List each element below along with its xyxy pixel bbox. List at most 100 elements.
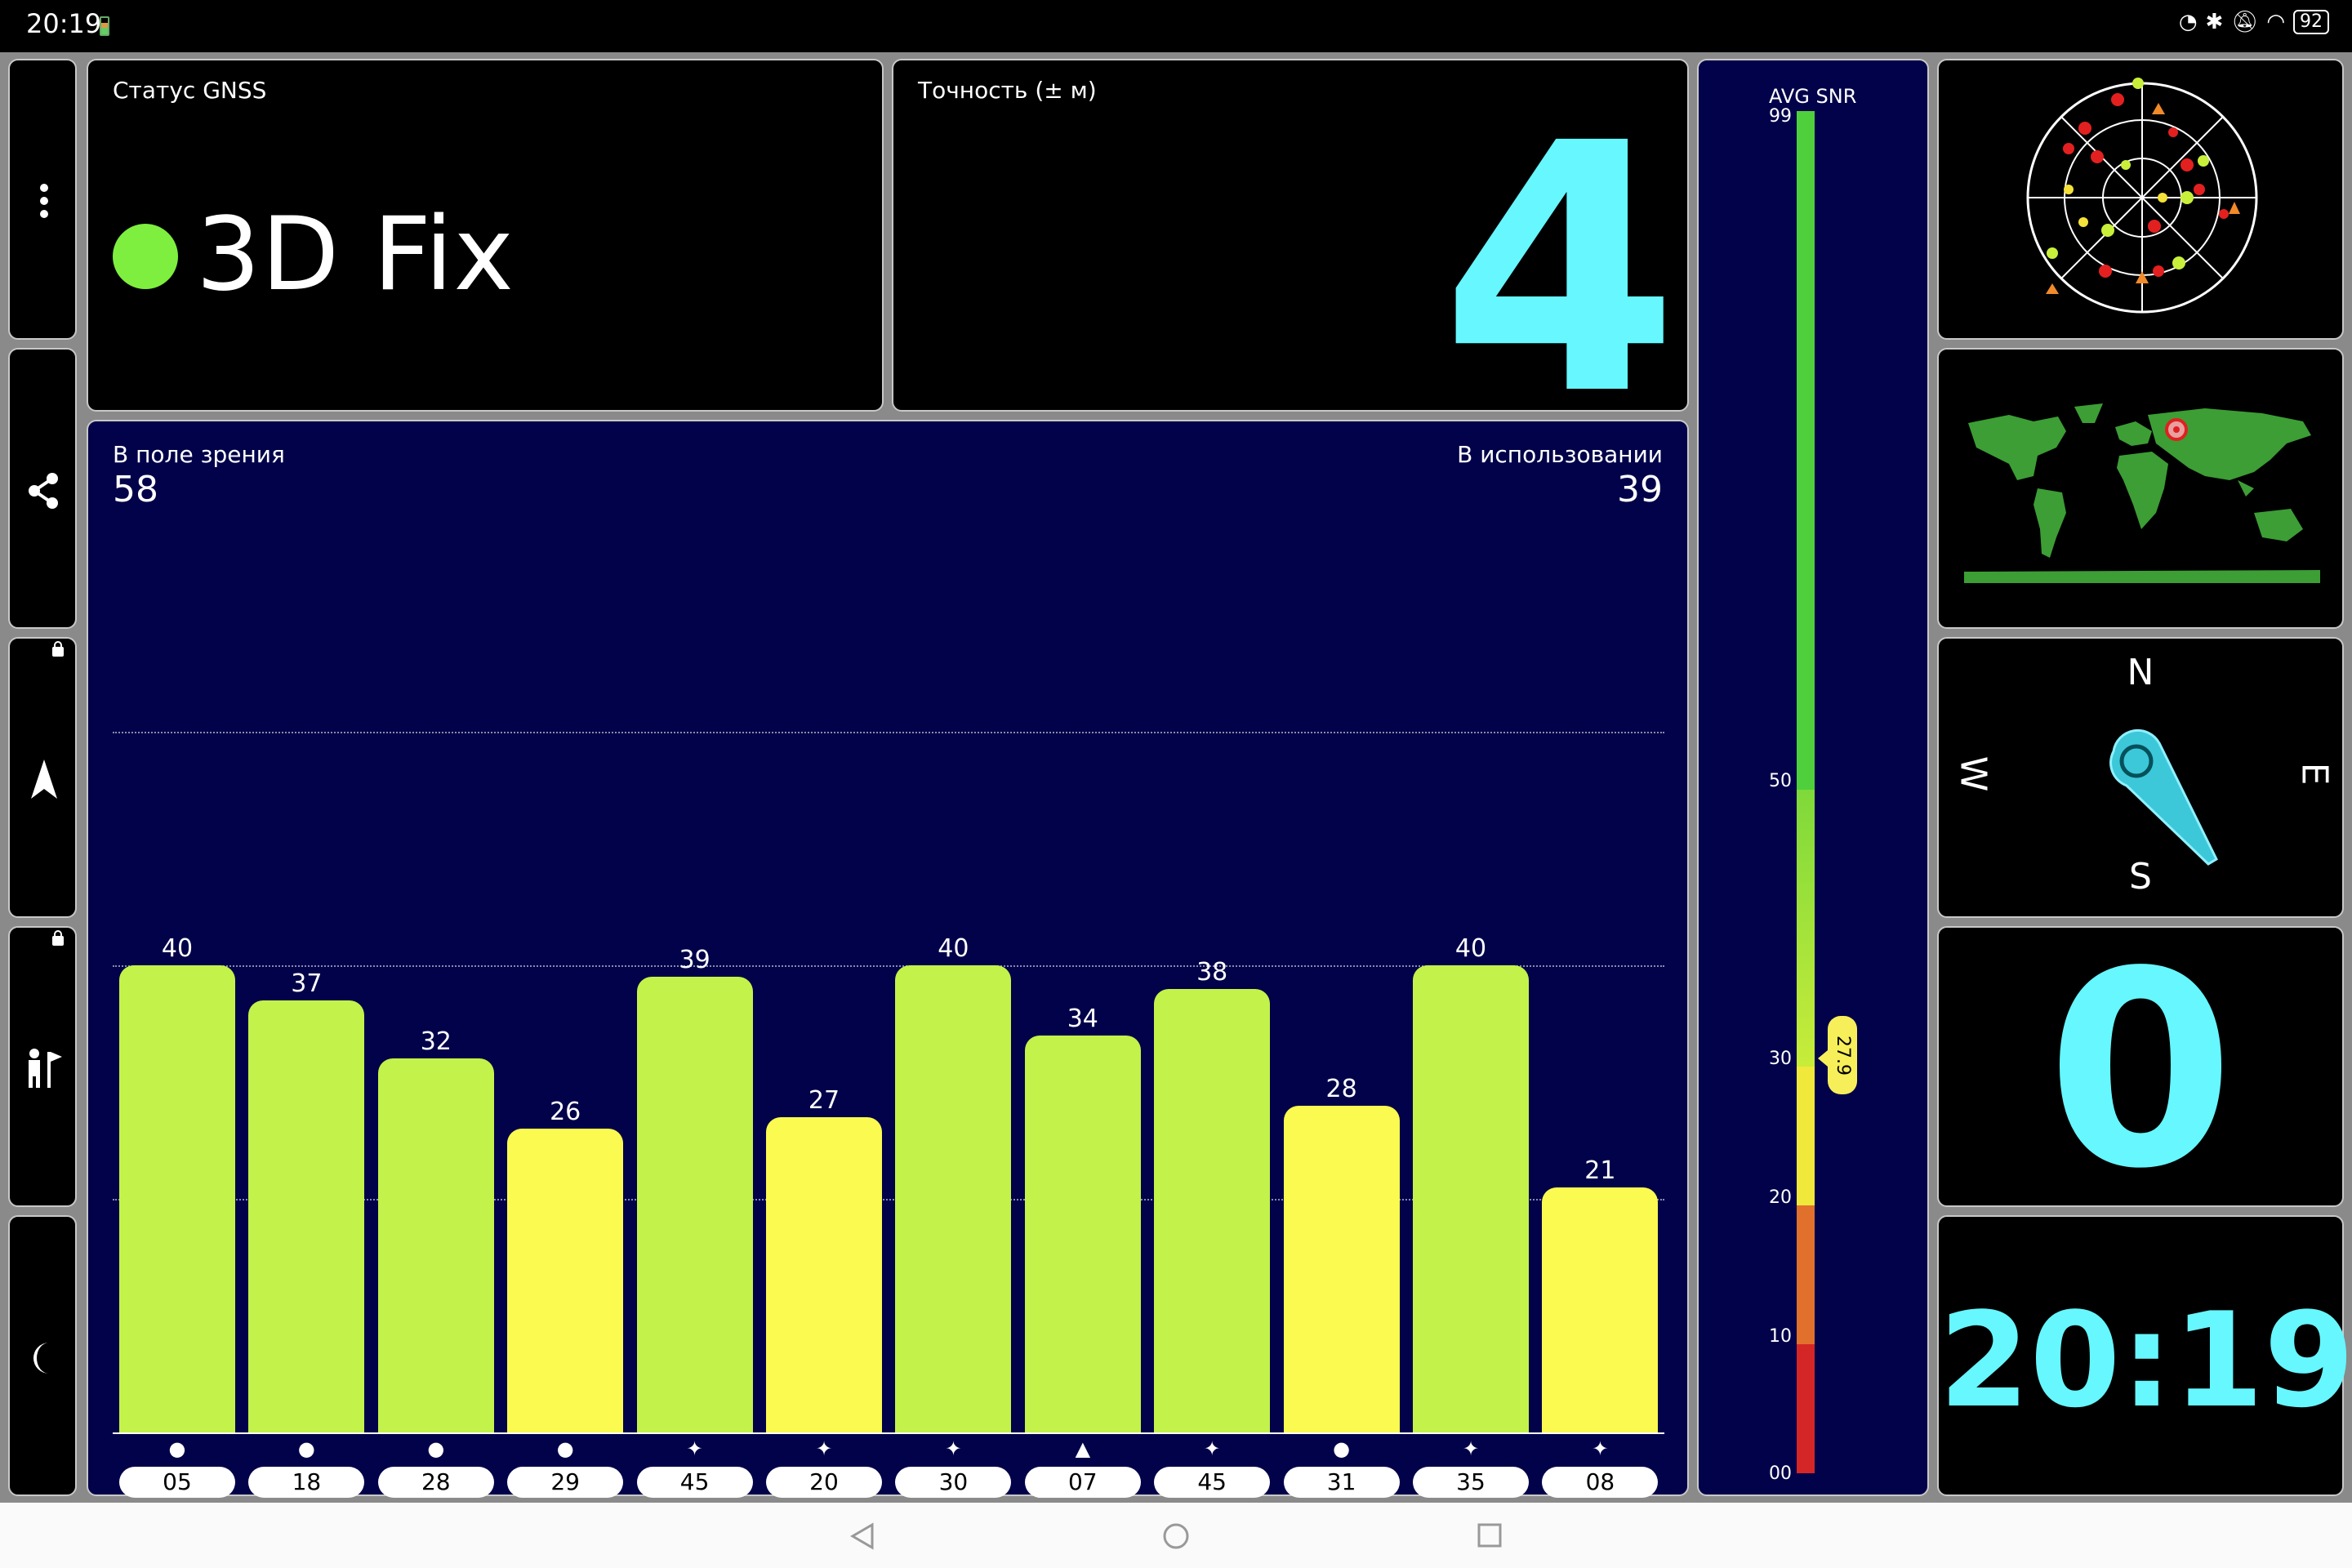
snr-current-marker: 27.9 xyxy=(1818,1016,1857,1094)
satellite-id: 30 xyxy=(895,1467,1012,1498)
menu-button[interactable] xyxy=(8,59,77,340)
in-view-label: В поле зрения xyxy=(113,441,285,468)
home-icon[interactable] xyxy=(1162,1522,1190,1550)
world-map xyxy=(1964,403,2320,583)
share-icon xyxy=(10,472,75,513)
constellation-icon: ✦ xyxy=(1592,1437,1609,1460)
snr-bar[interactable] xyxy=(1283,1105,1400,1432)
snr-tick: 99 xyxy=(1769,106,1792,127)
snr-bar-value: 40 xyxy=(161,934,194,963)
more-vertical-icon xyxy=(10,183,75,222)
counter-tile[interactable]: 0 xyxy=(1937,926,2344,1207)
snr-bar[interactable] xyxy=(1154,988,1271,1432)
compass-tile[interactable]: N S W E xyxy=(1937,637,2344,918)
snr-bar-value: 40 xyxy=(1454,934,1487,963)
wifi-icon: ◠ xyxy=(2266,10,2285,34)
mute-icon: 🔕︎ xyxy=(2231,10,2259,34)
snr-bar[interactable] xyxy=(1024,1035,1141,1432)
snr-bar-value: 40 xyxy=(938,934,969,963)
satellite-id: 28 xyxy=(377,1467,494,1498)
satellite-id: 45 xyxy=(1154,1467,1271,1498)
sky-plot-tile[interactable] xyxy=(1937,59,2344,340)
battery-saver-icon xyxy=(100,16,109,36)
sky-plot xyxy=(2026,78,2258,314)
world-map-tile[interactable] xyxy=(1937,348,2344,629)
snr-bar-value: 32 xyxy=(420,1027,452,1057)
accuracy-value: 4 xyxy=(1440,71,1679,470)
constellation-icon: ✦ xyxy=(945,1437,962,1460)
compass-west-label: W xyxy=(1952,755,1994,792)
snr-bar[interactable] xyxy=(377,1058,494,1432)
satellite-id: 18 xyxy=(248,1467,365,1498)
satellite-id: 20 xyxy=(766,1467,882,1498)
navigation-button[interactable] xyxy=(8,637,77,918)
snr-bar-value: 28 xyxy=(1325,1074,1357,1103)
lock-icon xyxy=(52,930,64,946)
chart-baseline xyxy=(113,1432,1664,1434)
night-mode-button[interactable] xyxy=(8,1215,77,1496)
counter-value: 0 xyxy=(2047,914,2234,1227)
snr-bar[interactable] xyxy=(766,1116,882,1432)
lock-icon xyxy=(52,641,64,657)
snr-tick: 30 xyxy=(1769,1049,1792,1069)
moon-icon xyxy=(10,1339,75,1380)
snr-tick: 20 xyxy=(1769,1187,1792,1208)
gnss-status-title: Статус GNSS xyxy=(113,77,267,104)
snr-bar[interactable] xyxy=(119,965,235,1432)
satellite-id: 08 xyxy=(1542,1467,1659,1498)
satellite-snr-chart[interactable]: В поле зрения 58 В использовании 39 40 ● 0… xyxy=(87,420,1690,1521)
constellation-icon: ● xyxy=(1333,1437,1351,1460)
constellation-icon: ● xyxy=(427,1437,445,1460)
satellite-id: 45 xyxy=(636,1467,753,1498)
status-time: 20:19 xyxy=(26,8,102,39)
in-use-count: 39 xyxy=(1617,469,1663,510)
snr-title: AVG SNR xyxy=(1769,85,1857,108)
snr-bar[interactable] xyxy=(1542,1187,1659,1432)
snr-tick: 00 xyxy=(1769,1463,1792,1484)
navigation-arrow-icon xyxy=(10,758,75,804)
constellation-icon: ✦ xyxy=(1462,1437,1480,1460)
compass-east-label: E xyxy=(2293,762,2336,786)
satellite-id: 31 xyxy=(1283,1467,1400,1498)
status-icons: ◔ ✱ 🔕︎ ◠ 92 xyxy=(2179,10,2329,34)
snr-bar[interactable] xyxy=(507,1129,624,1432)
constellation-icon: ✦ xyxy=(1204,1437,1221,1460)
satellite-id: 05 xyxy=(119,1467,235,1498)
snr-bar-value: 26 xyxy=(550,1098,581,1127)
constellation-icon: ▲ xyxy=(1075,1437,1091,1460)
recents-icon[interactable] xyxy=(1477,1522,1503,1548)
compass-south-label: S xyxy=(2129,856,2152,898)
snr-bar[interactable] xyxy=(636,977,753,1432)
bluetooth-icon: ✱ xyxy=(2205,10,2224,34)
satellite-id: 07 xyxy=(1024,1467,1141,1498)
snr-bar[interactable] xyxy=(895,965,1012,1432)
bars-container: 40 ● 05 37 ● 18 32 ● 28 26 ● 29 39 ✦ 45 27 ✦ 20 40 ✦ 30 34 ▲ 07… xyxy=(88,421,1690,1498)
snr-bar[interactable] xyxy=(248,1000,365,1432)
gnss-status-tile[interactable]: Статус GNSS 3D Fix xyxy=(87,59,884,412)
grid-line xyxy=(113,1199,1664,1200)
satellite-id: 29 xyxy=(507,1467,624,1498)
person-flag-icon xyxy=(10,1047,75,1093)
accuracy-tile[interactable]: Точность (± м) 4 xyxy=(892,59,1689,443)
constellation-icon: ✦ xyxy=(815,1437,833,1460)
grid-line xyxy=(113,965,1664,967)
battery-icon: 92 xyxy=(2293,10,2329,34)
satellite-id: 35 xyxy=(1413,1467,1529,1498)
person-button[interactable] xyxy=(8,926,77,1207)
snr-bar-value: 21 xyxy=(1584,1156,1616,1185)
status-bar: 20:19 ◔ ✱ 🔕︎ ◠ 92 xyxy=(0,0,2352,52)
constellation-icon: ✦ xyxy=(686,1437,703,1460)
fix-status-value: 3D Fix xyxy=(196,196,514,314)
snr-bar[interactable] xyxy=(1413,965,1529,1432)
snr-bar-value: 39 xyxy=(679,946,710,975)
avg-snr-gauge[interactable]: AVG SNR 99 50 30 20 10 00 27.9 xyxy=(1697,59,1929,1496)
clock-tile[interactable]: 20:19 xyxy=(1937,1215,2352,1496)
share-button[interactable] xyxy=(8,348,77,629)
main-area: Статус GNSS 3D Fix Точность (± м) 4 В по… xyxy=(0,52,2352,1521)
back-icon[interactable] xyxy=(849,1522,875,1550)
snr-bar-value: 27 xyxy=(808,1085,840,1115)
accuracy-title: Точность (± м) xyxy=(918,77,1097,104)
grid-line xyxy=(113,732,1664,733)
snr-bar-value: 37 xyxy=(291,969,323,998)
in-use-label: В использовании xyxy=(1457,441,1663,468)
